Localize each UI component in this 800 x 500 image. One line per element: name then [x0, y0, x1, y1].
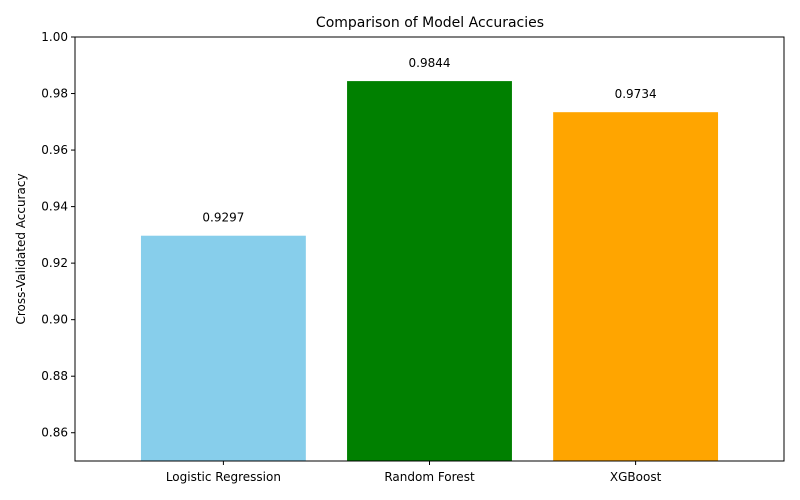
bar-xgboost — [553, 112, 719, 461]
bars-layer: 0.9297 0.9844 0.9734 — [140, 56, 719, 461]
y-tick-label: 0.94 — [41, 200, 68, 214]
y-tick-label: 0.90 — [41, 313, 68, 327]
data-label: 0.9844 — [409, 56, 451, 70]
x-tick-label: XGBoost — [610, 470, 662, 484]
x-tick-label: Logistic Regression — [166, 470, 281, 484]
ticks-layer: Logistic Regression Random Forest XGBoost 0… — [41, 30, 661, 484]
y-tick-label: 0.88 — [41, 369, 68, 383]
y-tick-label: 0.96 — [41, 143, 68, 157]
y-axis-label: Cross-Validated Accuracy — [14, 173, 28, 324]
data-label: 0.9297 — [202, 211, 244, 225]
y-tick-label: 0.98 — [41, 87, 68, 101]
plot-frame — [74, 36, 785, 462]
bar-logistic-regression — [140, 235, 306, 461]
x-tick-label: Random Forest — [384, 470, 475, 484]
data-label: 0.9734 — [615, 87, 657, 101]
y-tick-label: 0.86 — [41, 426, 68, 440]
bar-random-forest — [347, 81, 512, 461]
chart-title: Comparison of Model Accuracies — [316, 15, 544, 31]
y-tick-label: 0.92 — [41, 256, 68, 270]
y-tick-label: 1.00 — [41, 30, 68, 44]
